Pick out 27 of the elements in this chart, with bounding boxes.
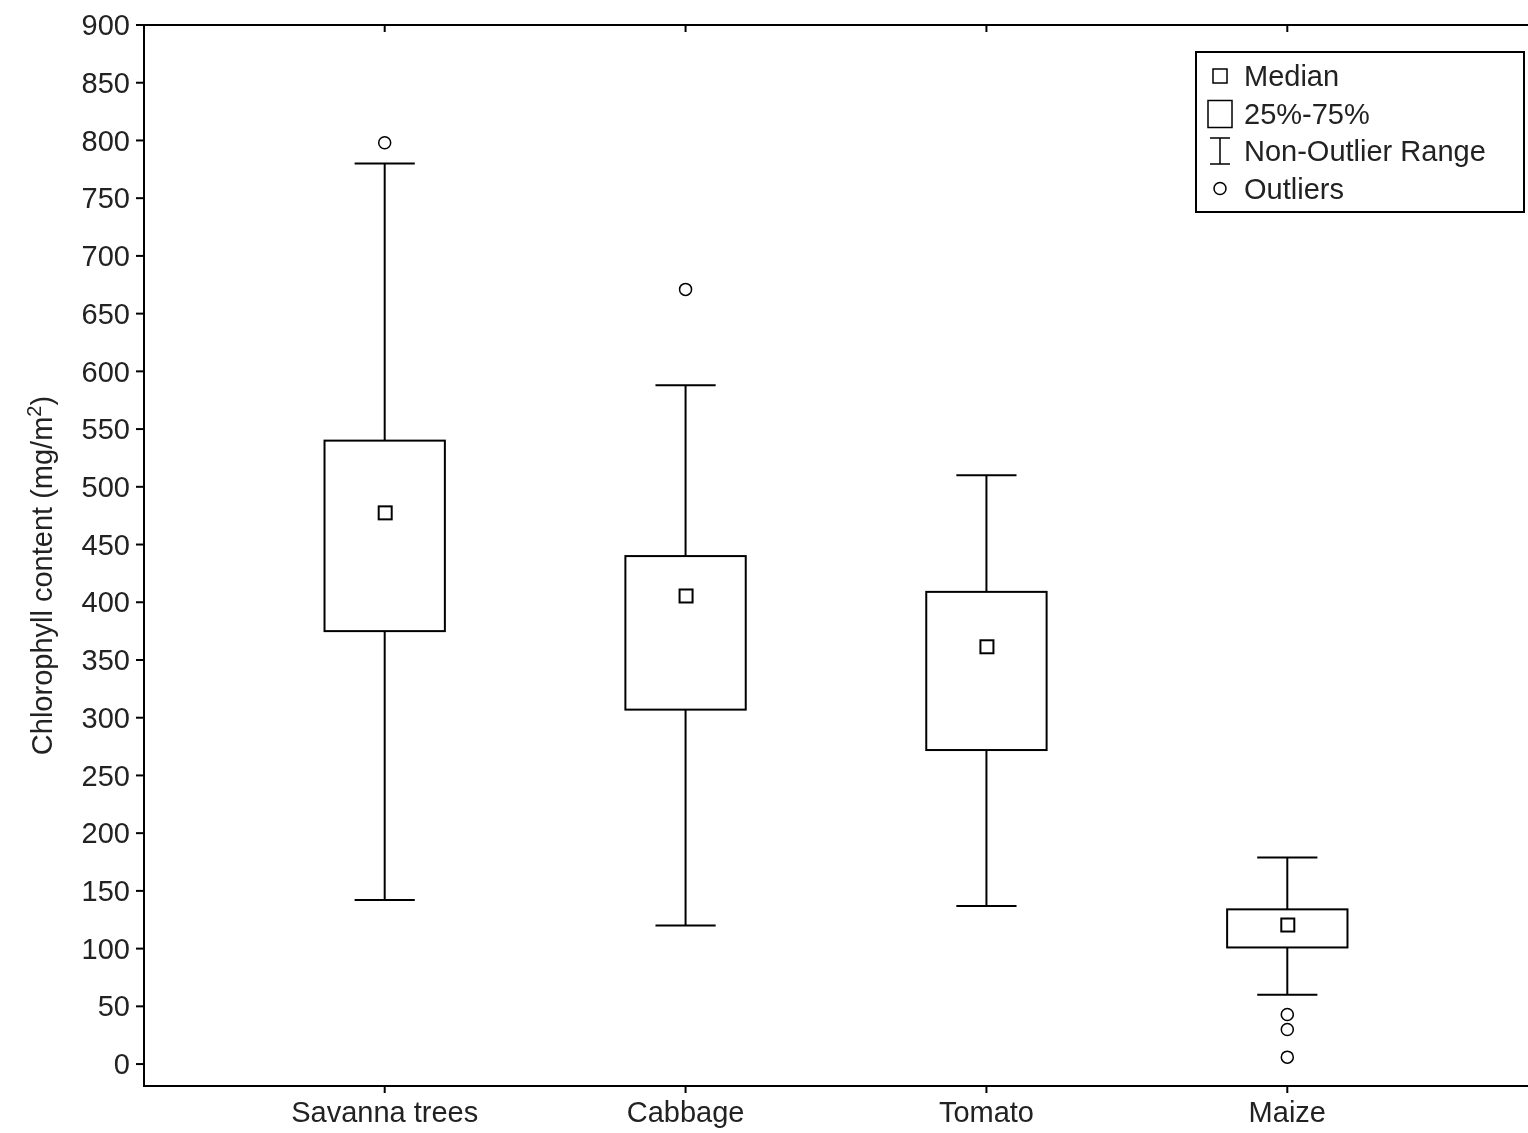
y-tick-label: 600 (81, 355, 130, 388)
y-tick-label: 0 (113, 1048, 130, 1081)
y-tick-label: 700 (81, 240, 130, 273)
y-tick-label: 400 (81, 586, 130, 619)
annotation: Non-Outlier Range (1244, 135, 1486, 168)
y-tick-label: 800 (81, 124, 130, 157)
y-tick-label: 50 (97, 990, 130, 1023)
x-tick-label: Savanna trees (291, 1096, 479, 1128)
y-tick-label: 150 (81, 875, 130, 908)
annotation: Median (1244, 60, 1340, 93)
y-tick-label: 550 (81, 413, 130, 446)
annotation: 25%-75% (1244, 97, 1370, 130)
annotation: Outliers (1244, 172, 1344, 205)
y-tick-label: 850 (81, 66, 130, 99)
y-tick-label: 900 (81, 9, 130, 42)
x-tick-label: Tomato (938, 1096, 1034, 1128)
y-tick-label: 250 (81, 759, 130, 792)
y-tick-label: 100 (81, 932, 130, 965)
y-tick-label: 750 (81, 182, 130, 215)
y-tick-label: 500 (81, 470, 130, 503)
y-tick-label: 350 (81, 644, 130, 677)
y-tick-label: 650 (81, 297, 130, 330)
y-tick-label: 300 (81, 701, 130, 734)
x-tick-label: Cabbage (626, 1096, 745, 1128)
y-tick-label: 450 (81, 528, 130, 561)
y-tick-label: 200 (81, 817, 130, 850)
x-tick-label: Maize (1248, 1096, 1326, 1128)
